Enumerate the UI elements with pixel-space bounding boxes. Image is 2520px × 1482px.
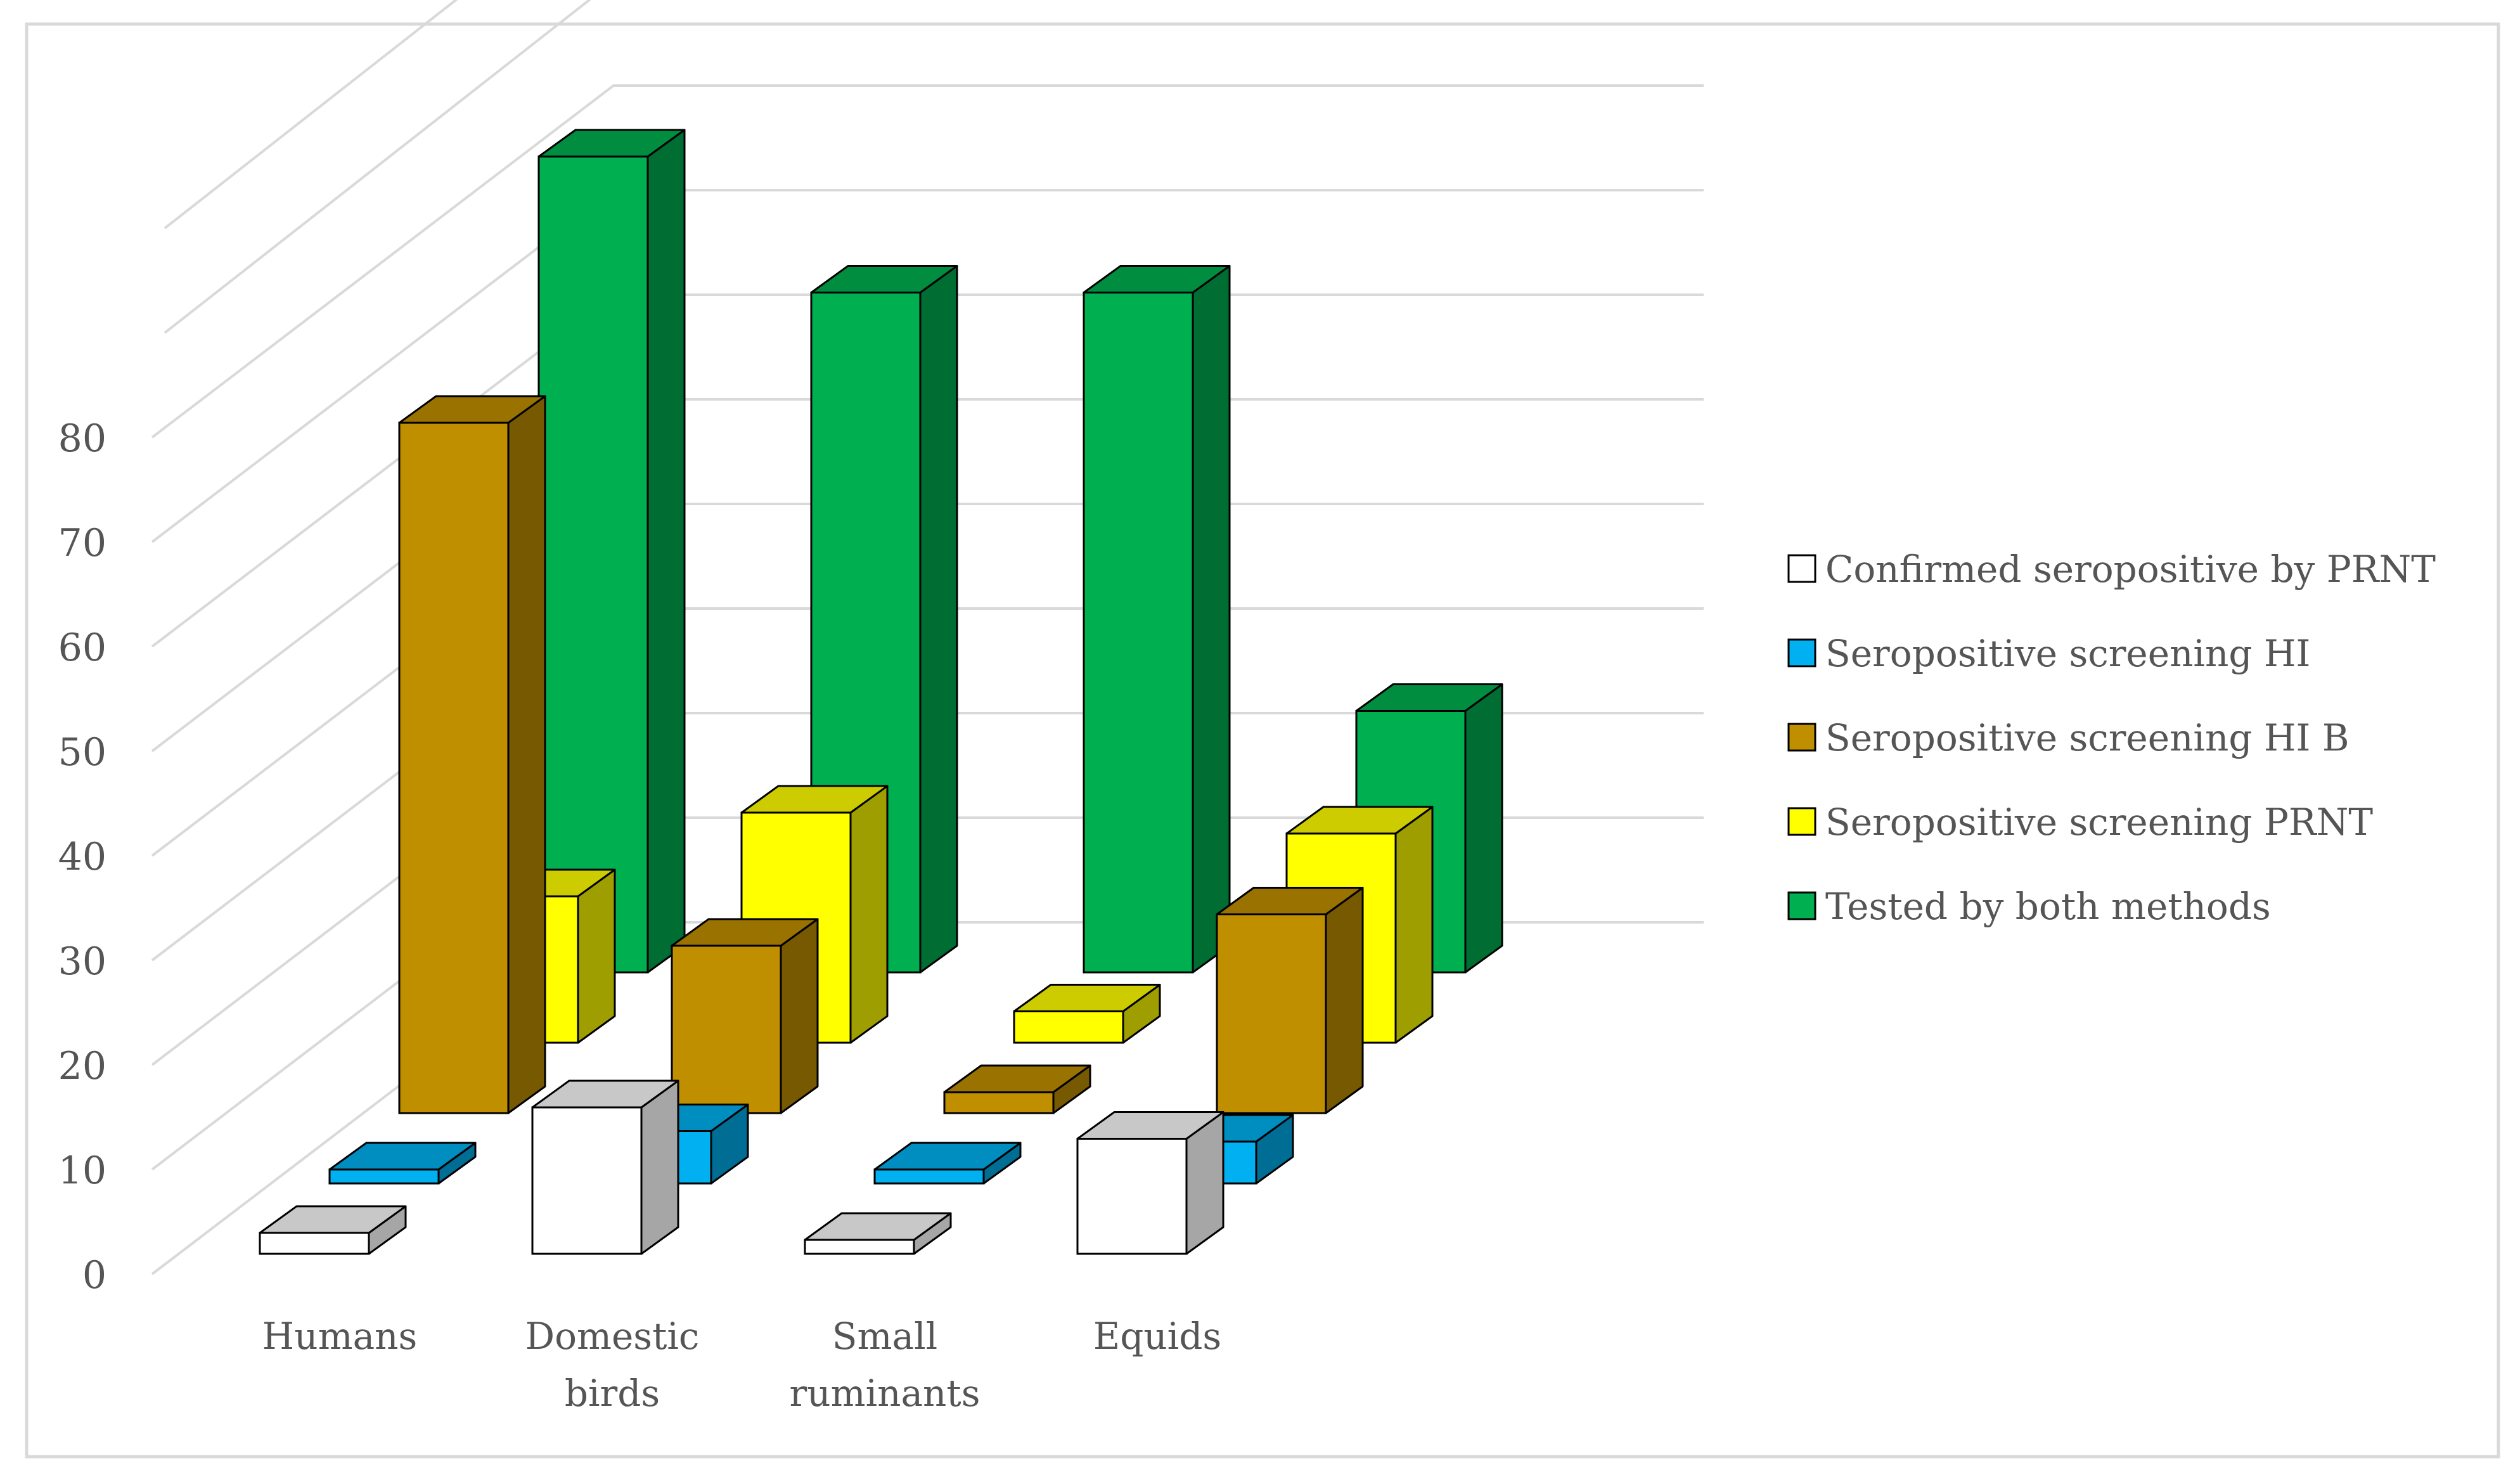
gridline-80: [151, 84, 1704, 439]
bar-side: [507, 395, 546, 1114]
legend-item-1: Confirmed seropositive by PRNT: [1787, 548, 2436, 591]
bar-side: [849, 785, 889, 1044]
bar-front: [1083, 292, 1194, 974]
gridline-extra-100: [164, 0, 458, 229]
y-tick-label: 80: [58, 416, 106, 461]
bar-small-ruminants-series-3: [943, 1064, 1091, 1114]
bar-front: [873, 1168, 985, 1185]
legend-swatch: [1787, 891, 1816, 920]
bar-small-ruminants-series-4: [1013, 984, 1161, 1044]
legend-label: Seropositive screening PRNT: [1825, 801, 2373, 844]
bar-front: [259, 1232, 370, 1255]
bar-front: [1013, 1010, 1124, 1044]
bar-side: [640, 1079, 679, 1255]
legend: Confirmed seropositive by PRNT Seropositi…: [1787, 548, 2436, 928]
bar-side: [1192, 265, 1231, 974]
bar-front: [804, 1239, 915, 1255]
bar-side: [1394, 806, 1434, 1044]
bar-front: [531, 1106, 643, 1255]
legend-swatch: [1787, 723, 1816, 752]
category-labels: Humans Domestic birds Small ruminants Equids: [262, 1315, 1221, 1415]
bar-domestic-birds-series-3: [671, 918, 819, 1114]
bar-humans-series-5: [537, 129, 686, 974]
y-tick-label: 0: [82, 1253, 106, 1298]
bar-front: [1216, 913, 1327, 1114]
bar-side: [646, 129, 686, 974]
legend-item-4: Seropositive screening PRNT: [1787, 801, 2373, 844]
y-tick-label: 40: [58, 835, 106, 879]
y-axis-ticks: 0 10 20 30 40 50 60 70 80: [58, 416, 106, 1298]
category-label-domestic-birds: birds: [565, 1372, 660, 1415]
category-label-equids: Equids: [1093, 1315, 1221, 1358]
y-tick-label: 50: [58, 730, 106, 775]
bar-front: [943, 1091, 1055, 1114]
bar-equids-series-1: [1076, 1111, 1225, 1255]
bar-front: [1076, 1138, 1188, 1255]
legend-item-5: Tested by both methods: [1787, 885, 2271, 928]
bar-front: [398, 422, 510, 1114]
y-tick-label: 10: [58, 1149, 106, 1193]
bar-side: [1325, 887, 1364, 1114]
bar-side: [577, 868, 616, 1044]
bar-small-ruminants-series-1: [804, 1212, 952, 1255]
bars: [259, 129, 1503, 1255]
y-tick-label: 60: [58, 626, 106, 670]
bar-front: [537, 155, 649, 974]
bar-humans-series-1: [259, 1205, 407, 1255]
legend-label: Confirmed seropositive by PRNT: [1825, 548, 2436, 591]
bar-humans-series-2: [328, 1142, 477, 1185]
legend-swatch: [1787, 807, 1816, 836]
y-tick-label: 70: [58, 521, 106, 565]
category-label-small-ruminants: Small: [832, 1315, 937, 1358]
y-tick-label: 30: [58, 939, 106, 984]
bar-equids-series-3: [1216, 887, 1364, 1114]
bar-humans-series-3: [398, 395, 546, 1114]
bar-small-ruminants-series-5: [1083, 265, 1231, 974]
bar-front: [328, 1168, 440, 1185]
bar-front: [671, 944, 782, 1114]
legend-item-2: Seropositive screening HI: [1787, 632, 2310, 675]
y-tick-label: 20: [58, 1044, 106, 1088]
bar-side: [1464, 683, 1503, 974]
legend-swatch: [1787, 554, 1816, 583]
category-label-humans: Humans: [262, 1315, 418, 1358]
legend-label: Tested by both methods: [1825, 885, 2271, 928]
bar-side: [919, 265, 958, 974]
bar-small-ruminants-series-2: [873, 1142, 1022, 1185]
legend-item-3: Seropositive screening HI B: [1787, 716, 2349, 759]
category-label-domestic-birds: Domestic: [525, 1315, 700, 1358]
bar-domestic-birds-series-1: [531, 1079, 679, 1255]
gridline-extra-90: [164, 0, 591, 334]
legend-label: Seropositive screening HI B: [1825, 716, 2349, 759]
category-label-small-ruminants: ruminants: [790, 1372, 980, 1415]
legend-swatch: [1787, 638, 1816, 667]
bar-side: [780, 918, 819, 1114]
legend-label: Seropositive screening HI: [1825, 632, 2310, 675]
